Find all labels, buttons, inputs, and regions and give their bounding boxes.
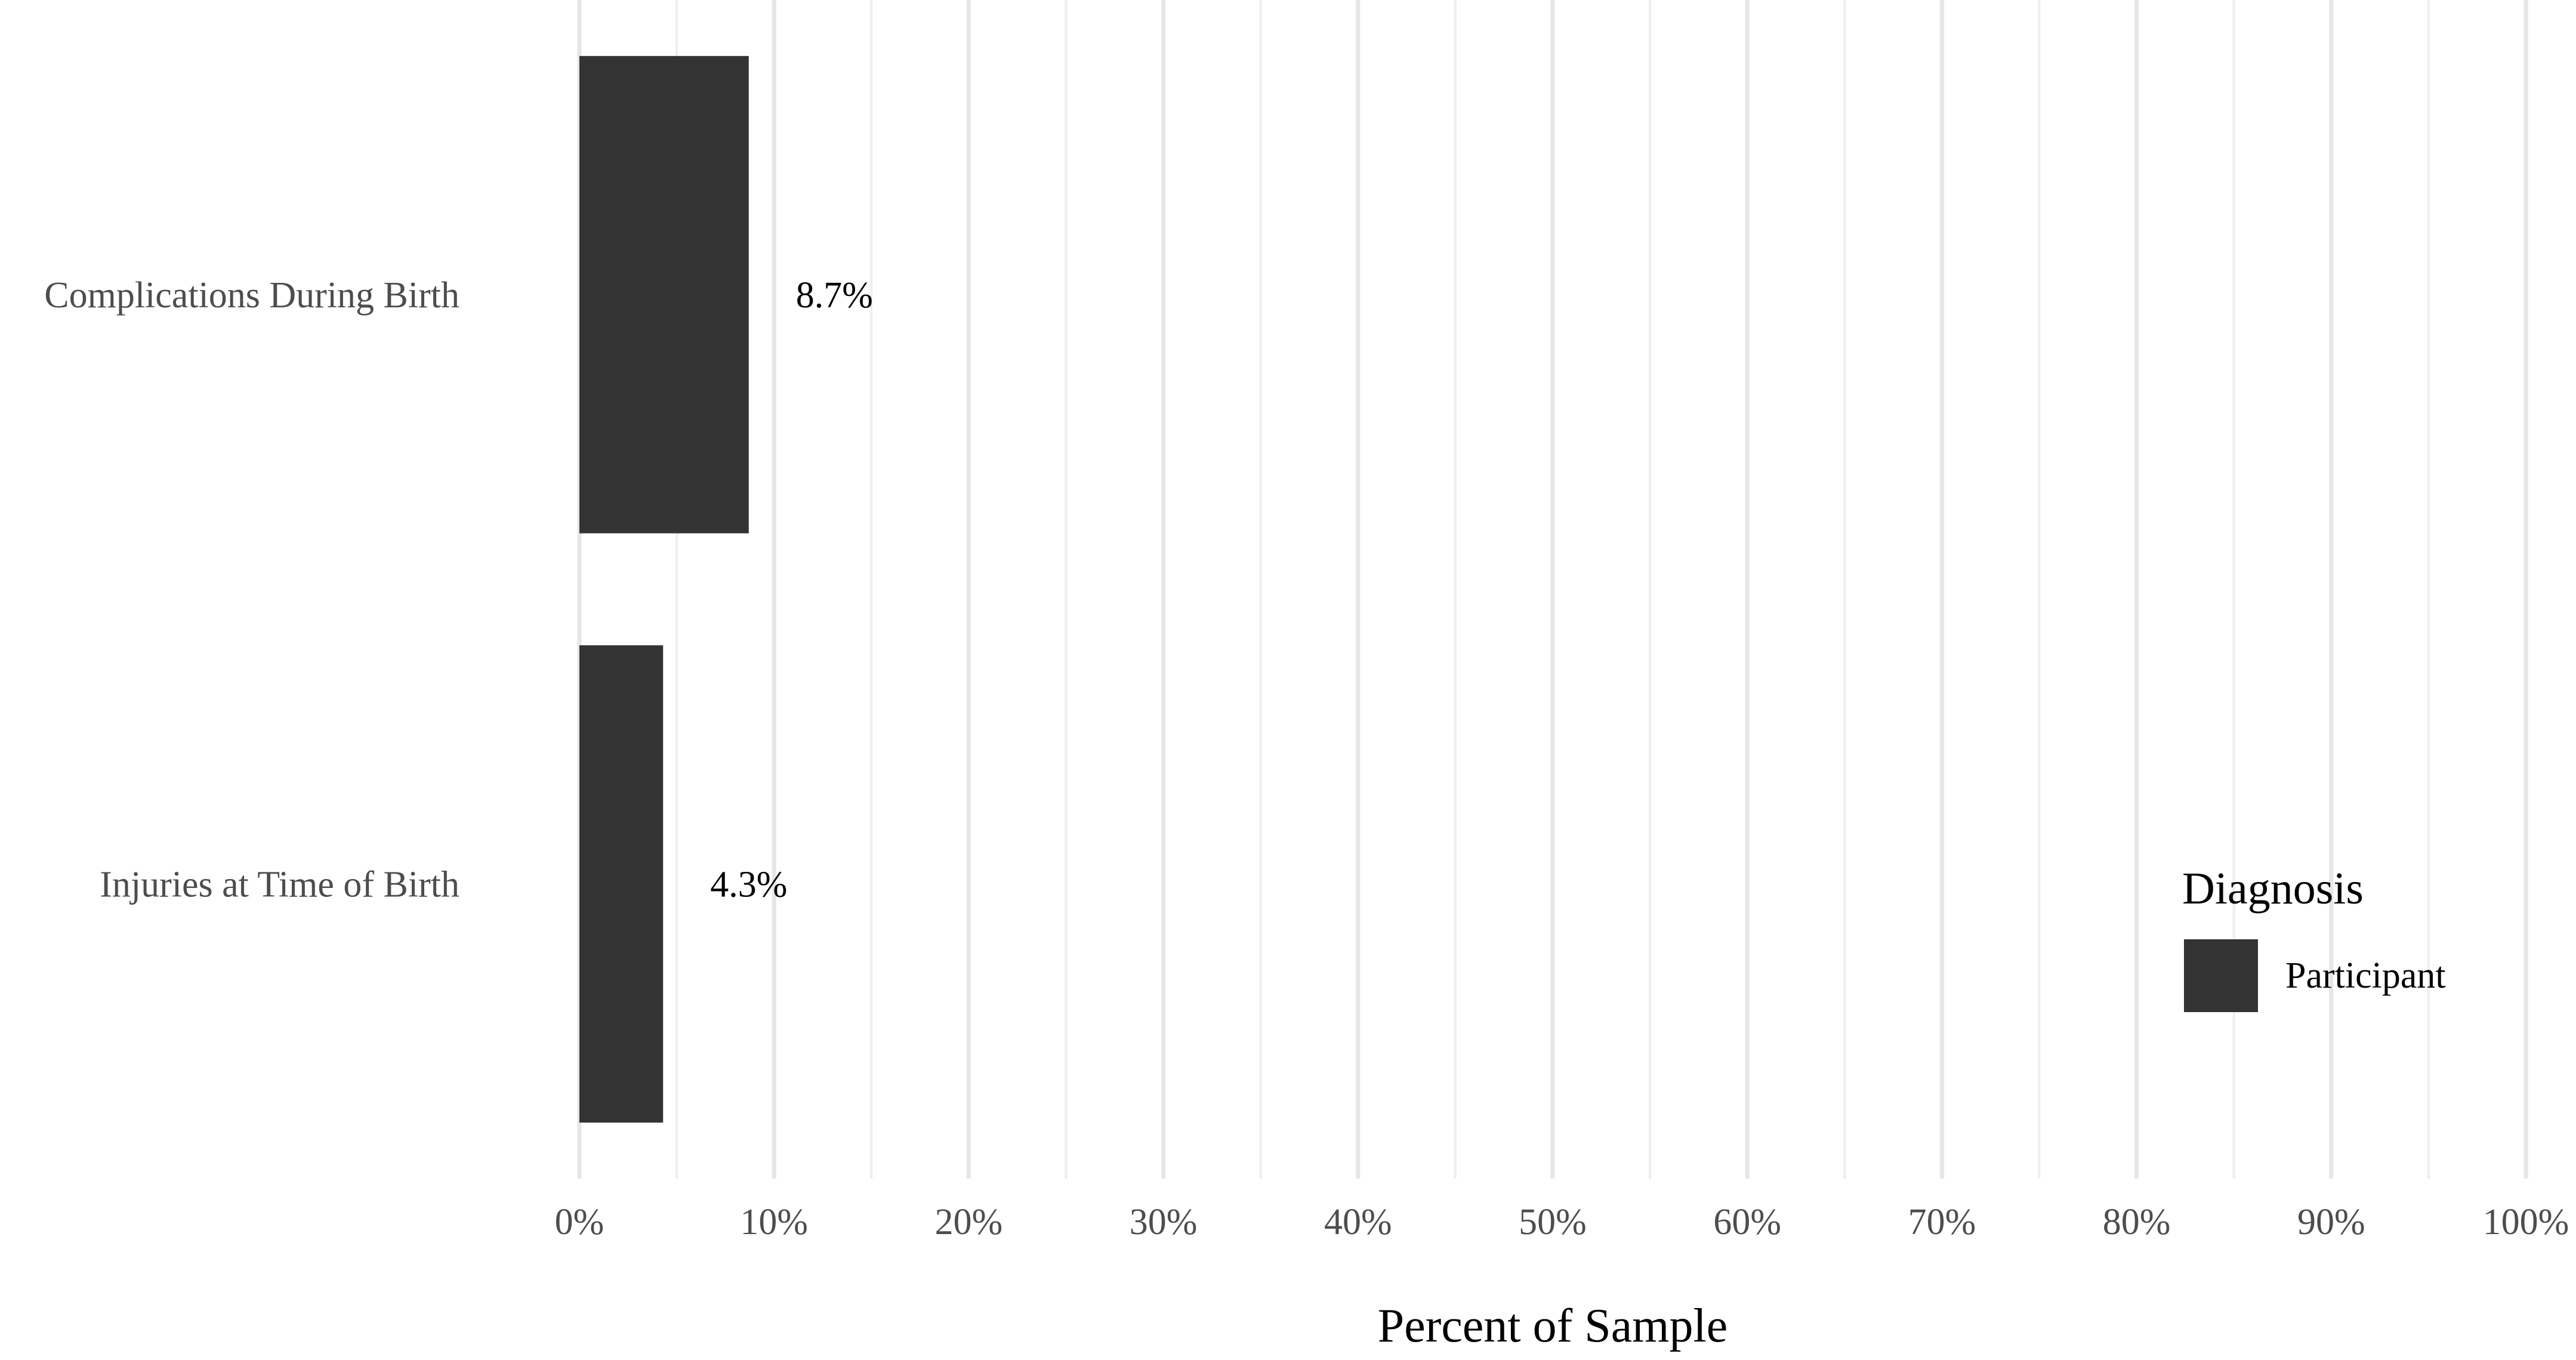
legend-title: Diagnosis [2182, 864, 2364, 914]
x-tick-label: 70% [1908, 1202, 1976, 1242]
category-labels: Complications During Birth Injuries at Ti… [44, 275, 459, 905]
legend: Diagnosis Participant [2182, 864, 2446, 1012]
x-tick-label: 90% [2297, 1202, 2365, 1242]
x-tick-label: 80% [2103, 1202, 2171, 1242]
x-tick-label: 40% [1324, 1202, 1392, 1242]
bar [579, 645, 664, 1123]
legend-swatch [2184, 939, 2258, 1012]
bar-value-label: 4.3% [710, 864, 787, 905]
x-axis-title: Percent of Sample [1378, 1300, 1727, 1352]
x-tick-label: 100% [2483, 1202, 2569, 1242]
x-tick-label: 0% [555, 1202, 604, 1242]
bars [579, 55, 749, 1123]
x-tick-label: 20% [935, 1202, 1003, 1242]
category-label: Injuries at Time of Birth [100, 864, 459, 905]
x-tick-labels: 0% 10% 20% 30% 40% 50% 60% 70% 80% 90% 100% [555, 1202, 2569, 1242]
bar [579, 55, 749, 533]
x-tick-label: 50% [1519, 1202, 1587, 1242]
data-labels: 8.7% 4.3% [710, 275, 873, 905]
x-tick-label: 10% [740, 1202, 808, 1242]
bar-value-label: 8.7% [796, 275, 873, 316]
legend-label: Participant [2285, 955, 2446, 996]
x-tick-label: 30% [1130, 1202, 1198, 1242]
category-label: Complications During Birth [44, 275, 459, 316]
x-tick-label: 60% [1713, 1202, 1781, 1242]
gridlines [577, 0, 2528, 1179]
